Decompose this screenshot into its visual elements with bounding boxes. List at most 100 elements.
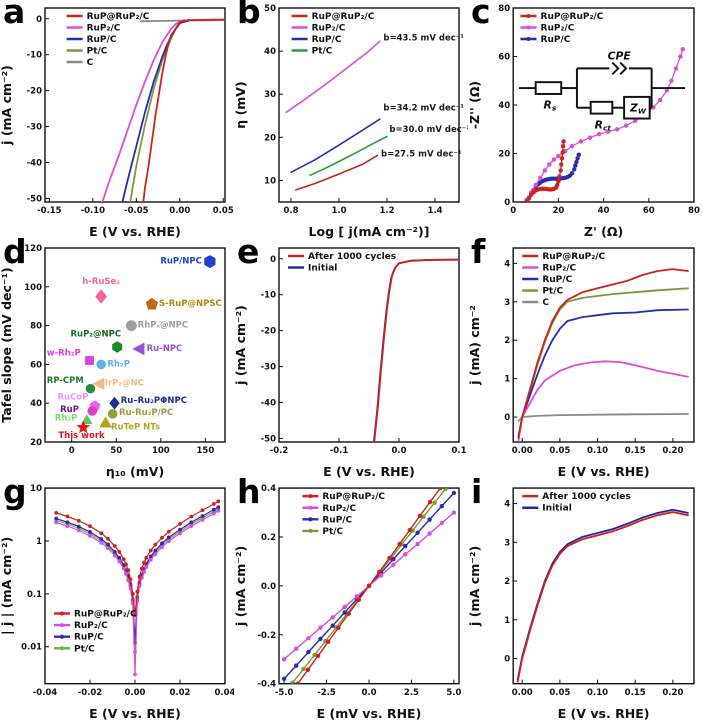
legend-label: RuP@RuP₂/C — [322, 492, 385, 502]
panel-letter-b: b — [237, 0, 261, 31]
x-tick-label: 0.00 — [512, 688, 533, 698]
axes: -5.0 -2.5 0.0 2.5 5.0 -0.4 -0.2 0.0 0.2 0.4 — [257, 484, 461, 698]
scatter-label: RP-CPM — [47, 376, 84, 386]
x-tick-label: 0.0 — [391, 446, 406, 456]
y-tick-label: 0 — [270, 255, 276, 265]
series-marker — [555, 182, 560, 188]
legend-label: RuP@RuP₂/C — [541, 12, 604, 22]
scatter-point — [204, 255, 216, 269]
y-tick-label: 1 — [36, 537, 42, 547]
scatter-label: RuCoP — [57, 392, 88, 402]
x-tick-label: 0.20 — [662, 688, 683, 698]
x-tick-label: 20 — [552, 206, 564, 216]
y-axis-label: j (mA cm⁻²) — [234, 546, 248, 627]
annotation: b=30.0 mV dec⁻¹ — [389, 125, 468, 135]
x-axis-label: Z' (Ω) — [584, 224, 623, 239]
series-line — [309, 135, 388, 177]
x-tick-label: -0.05 — [124, 206, 149, 216]
x-tick-label: -0.1 — [330, 446, 349, 456]
panel-g: g -0.04 -0.02 0.00 0.02 0.04 0.01 0.1 1 10 E (V v… — [0, 472, 234, 722]
series-marker — [377, 569, 382, 575]
resistor-rs — [534, 81, 563, 95]
cpe-chevron-icon — [611, 61, 620, 76]
legend-label: RuP₂/C — [74, 621, 108, 631]
series-marker — [99, 531, 104, 536]
series-marker — [65, 524, 70, 528]
series-marker — [137, 574, 142, 579]
scatter-point — [126, 320, 137, 331]
series-marker — [397, 541, 402, 547]
panel-a-chart: -0.15 -0.10 -0.05 0.00 0.05 0 -10 -20 -30 -40 -50 E… — [0, 7, 234, 239]
series-marker — [76, 528, 81, 533]
scatter-point — [99, 416, 112, 428]
series-marker — [88, 533, 92, 538]
x-tick-label: 0.0 — [361, 688, 376, 698]
series-marker — [135, 589, 140, 594]
y-tick-label: -50 — [27, 194, 42, 204]
series-marker — [633, 118, 638, 124]
scatter-label: RuP₂@NPC — [70, 329, 121, 339]
series-marker — [216, 505, 221, 510]
axes: 0 20 40 60 80 0 20 40 60 80 — [498, 4, 700, 216]
legend-label: After 1000 cycles — [308, 252, 396, 262]
series-line — [55, 500, 219, 616]
series-marker — [65, 514, 70, 519]
scatter-label: Ru-Ru₂P/PC — [119, 408, 173, 418]
series-marker — [294, 663, 299, 668]
series-marker — [290, 680, 295, 684]
series-marker — [54, 510, 59, 515]
x-tick-label: 0 — [69, 446, 75, 456]
x-tick-label: 0.00 — [125, 688, 146, 698]
x-axis-label: E (V vs. RHE) — [323, 464, 415, 479]
legend-label: RuP@RuP₂/C — [542, 252, 605, 262]
y-tick-label: 120 — [24, 244, 42, 254]
series-marker — [326, 639, 331, 645]
legend: RuP@RuP₂/C RuP₂/C RuP/CPt/C — [54, 609, 137, 654]
y-tick-label: -30 — [261, 363, 276, 373]
series-marker — [117, 549, 122, 554]
series-marker — [139, 566, 144, 571]
series-marker — [178, 521, 182, 526]
legend-label: RuP₂/C — [312, 24, 346, 34]
legend-label: Initial — [308, 264, 337, 274]
x-tick-label: 150 — [197, 446, 215, 456]
x-tick-label: 0.10 — [587, 688, 608, 698]
y-tick-label: -0.4 — [257, 680, 276, 690]
series-marker — [556, 153, 561, 159]
y-axis-label: j (mA cm⁻²) — [0, 65, 14, 146]
series-marker — [542, 168, 548, 173]
series-marker — [403, 552, 408, 557]
series-marker — [318, 636, 323, 642]
series-marker — [160, 535, 164, 540]
series-marker — [281, 676, 287, 682]
series-line — [372, 258, 459, 442]
y-axis-label: j (mA cm⁻²) — [468, 546, 482, 627]
y-tick-label: 0.01 — [21, 643, 42, 653]
series-marker — [559, 162, 564, 167]
scatter-point — [107, 409, 118, 419]
legend-label: Pt/C — [542, 287, 563, 297]
x-tick-label: -0.02 — [78, 688, 103, 698]
legend-label: RuP/C — [322, 515, 352, 525]
series-marker — [88, 530, 92, 534]
y-axis-label: Tafel slope (mV dec⁻¹) — [0, 267, 14, 422]
cpe-chevron-icon — [619, 61, 628, 76]
y-tick-label: -20 — [27, 87, 42, 97]
series-marker — [533, 182, 538, 188]
y-tick-label: 2 — [504, 577, 510, 587]
legend-label: After 1000 cycles — [542, 492, 630, 502]
series-marker — [421, 514, 426, 519]
legend-marker — [60, 623, 64, 628]
panel-e-chart: -0.2 -0.1 0.0 0.1 0 -10 -20 -30 -40 -50 E (V vs. R… — [234, 247, 467, 479]
y-tick-label: 40 — [498, 101, 510, 111]
series-line — [517, 268, 689, 440]
y-tick-label: 0.1 — [27, 590, 42, 600]
y-tick-label: 3 — [504, 538, 510, 548]
scatter-label: RuP/NPC — [160, 257, 202, 267]
x-tick-label: 60 — [643, 206, 655, 216]
y-tick-label: 0.4 — [261, 484, 276, 494]
series-marker — [669, 78, 674, 84]
series-marker — [587, 135, 593, 140]
series-marker — [106, 536, 110, 541]
